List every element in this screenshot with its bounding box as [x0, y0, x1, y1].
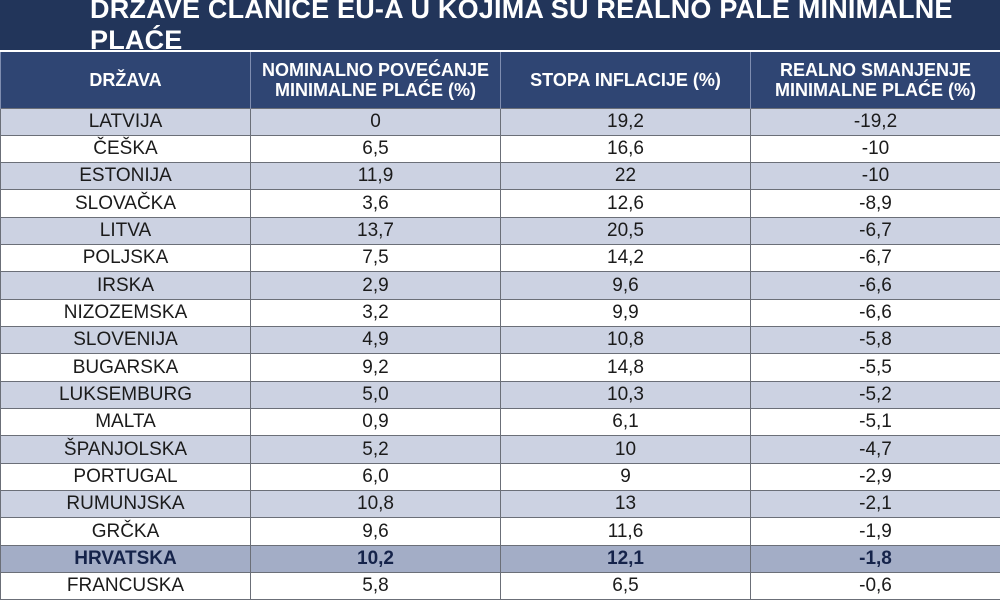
- cell-nominal-increase: 7,5: [250, 244, 501, 273]
- cell-nominal-increase: 10,2: [250, 544, 501, 574]
- table-row: ŠPANJOLSKA 5,2 10 -4,7: [0, 435, 1000, 464]
- table-body: LATVIJA 0 19,2 -19,2 ČEŠKA 6,5 16,6 -10 ESTONIJA…: [0, 107, 1000, 600]
- column-header-country: DRŽAVA: [0, 52, 251, 108]
- cell-country: BUGARSKA: [0, 353, 251, 382]
- cell-country: HRVATSKA: [0, 544, 251, 574]
- column-header-nominal-increase: NOMINALNO POVEĆANJE MINIMALNE PLAĆE (%): [250, 52, 501, 108]
- cell-country: SLOVAČKA: [0, 189, 251, 218]
- cell-inflation-rate: 10,8: [500, 326, 751, 355]
- cell-nominal-increase: 6,0: [250, 462, 501, 492]
- cell-real-decrease: -2,9: [750, 462, 1000, 492]
- cell-inflation-rate: 16,6: [500, 134, 751, 164]
- table-row: POLJSKA 7,5 14,2 -6,7: [0, 244, 1000, 273]
- cell-real-decrease: -5,2: [750, 380, 1000, 410]
- cell-country: GRČKA: [0, 517, 251, 546]
- cell-real-decrease: -4,7: [750, 435, 1000, 464]
- cell-real-decrease: -10: [750, 134, 1000, 164]
- cell-inflation-rate: 12,1: [500, 544, 751, 574]
- cell-nominal-increase: 3,2: [250, 298, 501, 328]
- cell-nominal-increase: 6,5: [250, 134, 501, 164]
- cell-inflation-rate: 11,6: [500, 517, 751, 546]
- cell-inflation-rate: 20,5: [500, 216, 751, 246]
- cell-real-decrease: -5,8: [750, 326, 1000, 355]
- cell-country: POLJSKA: [0, 244, 251, 273]
- cell-real-decrease: -1,8: [750, 544, 1000, 574]
- cell-inflation-rate: 12,6: [500, 189, 751, 218]
- table-row: FRANCUSKA 5,8 6,5 -0,6: [0, 572, 1000, 600]
- cell-country: ŠPANJOLSKA: [0, 435, 251, 464]
- cell-country: LATVIJA: [0, 107, 251, 136]
- table-row: ESTONIJA 11,9 22 -10: [0, 162, 1000, 191]
- data-table: DRŽAVA NOMINALNO POVEĆANJE MINIMALNE PLA…: [0, 52, 1000, 600]
- cell-real-decrease: -6,7: [750, 216, 1000, 246]
- column-header-real-decrease: REALNO SMANJENJE MINIMALNE PLAĆE (%): [750, 52, 1000, 108]
- cell-nominal-increase: 5,2: [250, 435, 501, 464]
- cell-nominal-increase: 13,7: [250, 216, 501, 246]
- cell-nominal-increase: 9,2: [250, 353, 501, 382]
- cell-nominal-increase: 0: [250, 107, 501, 136]
- table-row: BUGARSKA 9,2 14,8 -5,5: [0, 353, 1000, 382]
- cell-inflation-rate: 14,2: [500, 244, 751, 273]
- table-title: DRŽAVE ČLANICE EU-A U KOJIMA SU REALNO P…: [0, 0, 1000, 55]
- cell-country: PORTUGAL: [0, 462, 251, 492]
- cell-real-decrease: -5,1: [750, 408, 1000, 437]
- table-row: ČEŠKA 6,5 16,6 -10: [0, 134, 1000, 164]
- cell-inflation-rate: 9,6: [500, 271, 751, 300]
- table-row: IRSKA 2,9 9,6 -6,6: [0, 271, 1000, 300]
- cell-nominal-increase: 4,9: [250, 326, 501, 355]
- cell-real-decrease: -1,9: [750, 517, 1000, 546]
- cell-real-decrease: -8,9: [750, 189, 1000, 218]
- cell-nominal-increase: 10,8: [250, 490, 501, 519]
- cell-country: ČEŠKA: [0, 134, 251, 164]
- cell-real-decrease: -5,5: [750, 353, 1000, 382]
- cell-nominal-increase: 9,6: [250, 517, 501, 546]
- cell-nominal-increase: 2,9: [250, 271, 501, 300]
- table-row: LUKSEMBURG 5,0 10,3 -5,2: [0, 380, 1000, 410]
- cell-inflation-rate: 19,2: [500, 107, 751, 136]
- cell-inflation-rate: 14,8: [500, 353, 751, 382]
- cell-real-decrease: -6,6: [750, 298, 1000, 328]
- cell-nominal-increase: 0,9: [250, 408, 501, 437]
- header-row: DRŽAVA NOMINALNO POVEĆANJE MINIMALNE PLA…: [0, 52, 1000, 108]
- cell-nominal-increase: 3,6: [250, 189, 501, 218]
- cell-country: MALTA: [0, 408, 251, 437]
- cell-nominal-increase: 11,9: [250, 162, 501, 191]
- table-row: LATVIJA 0 19,2 -19,2: [0, 107, 1000, 136]
- cell-nominal-increase: 5,0: [250, 380, 501, 410]
- table-row: GRČKA 9,6 11,6 -1,9: [0, 517, 1000, 546]
- cell-inflation-rate: 6,5: [500, 572, 751, 600]
- table-row: SLOVENIJA 4,9 10,8 -5,8: [0, 326, 1000, 355]
- cell-country: LITVA: [0, 216, 251, 246]
- column-header-inflation-rate: STOPA INFLACIJE (%): [500, 52, 751, 108]
- cell-country: ESTONIJA: [0, 162, 251, 191]
- table-row: MALTA 0,9 6,1 -5,1: [0, 408, 1000, 437]
- cell-real-decrease: -19,2: [750, 107, 1000, 136]
- cell-country: RUMUNJSKA: [0, 490, 251, 519]
- cell-inflation-rate: 10,3: [500, 380, 751, 410]
- table-row: SLOVAČKA 3,6 12,6 -8,9: [0, 189, 1000, 218]
- cell-nominal-increase: 5,8: [250, 572, 501, 600]
- table-row: NIZOZEMSKA 3,2 9,9 -6,6: [0, 298, 1000, 328]
- cell-country: NIZOZEMSKA: [0, 298, 251, 328]
- cell-inflation-rate: 6,1: [500, 408, 751, 437]
- table-row: PORTUGAL 6,0 9 -2,9: [0, 462, 1000, 492]
- cell-inflation-rate: 9: [500, 462, 751, 492]
- cell-inflation-rate: 22: [500, 162, 751, 191]
- cell-real-decrease: -0,6: [750, 572, 1000, 600]
- cell-real-decrease: -6,6: [750, 271, 1000, 300]
- cell-real-decrease: -10: [750, 162, 1000, 191]
- cell-country: LUKSEMBURG: [0, 380, 251, 410]
- cell-real-decrease: -2,1: [750, 490, 1000, 519]
- cell-inflation-rate: 9,9: [500, 298, 751, 328]
- cell-country: FRANCUSKA: [0, 572, 251, 600]
- cell-country: SLOVENIJA: [0, 326, 251, 355]
- cell-inflation-rate: 10: [500, 435, 751, 464]
- cell-real-decrease: -6,7: [750, 244, 1000, 273]
- table-row: RUMUNJSKA 10,8 13 -2,1: [0, 490, 1000, 519]
- table-row: LITVA 13,7 20,5 -6,7: [0, 216, 1000, 246]
- cell-country: IRSKA: [0, 271, 251, 300]
- table-row: HRVATSKA 10,2 12,1 -1,8: [0, 544, 1000, 574]
- cell-inflation-rate: 13: [500, 490, 751, 519]
